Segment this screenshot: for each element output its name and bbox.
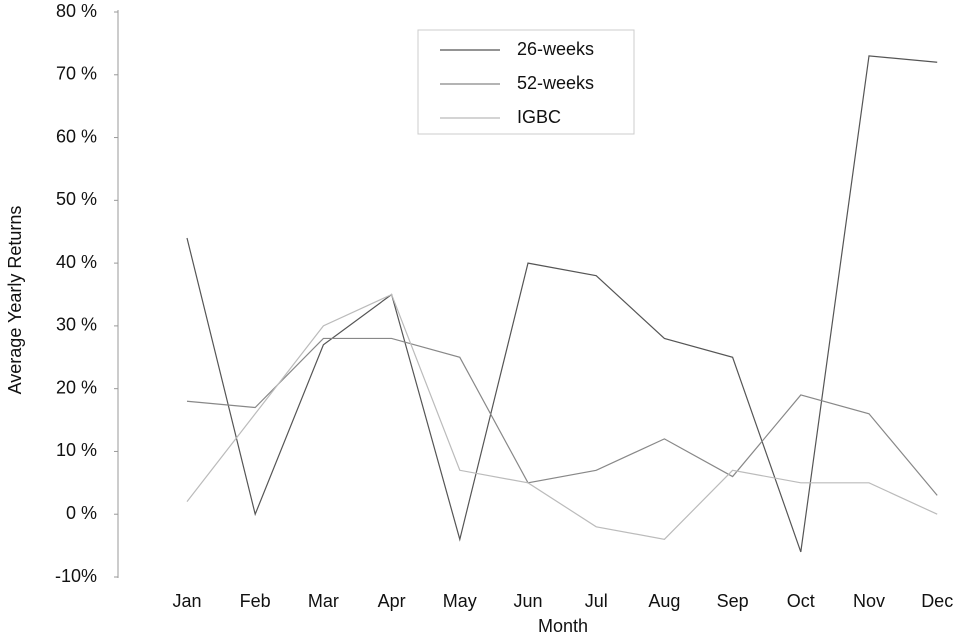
y-tick-label: -10%	[55, 566, 97, 586]
legend-label: 52-weeks	[517, 73, 594, 93]
x-tick-label: Dec	[921, 591, 953, 611]
y-tick-label: 10 %	[56, 440, 97, 460]
y-tick-label: 50 %	[56, 189, 97, 209]
series-line	[186, 337, 938, 496]
x-tick-label: Apr	[378, 591, 406, 611]
x-tick-label: Sep	[717, 591, 749, 611]
y-tick-label: 0 %	[66, 503, 97, 523]
x-tick-label: Jan	[172, 591, 201, 611]
x-axis-label: Month	[538, 616, 588, 636]
x-tick-label: Jun	[513, 591, 542, 611]
y-tick-label: 70 %	[56, 64, 97, 84]
y-tick-label: 40 %	[56, 252, 97, 272]
x-tick-label: Nov	[853, 591, 885, 611]
legend-box	[417, 29, 635, 135]
x-tick-label: Mar	[308, 591, 339, 611]
y-axis-label: Average Yearly Returns	[5, 206, 25, 395]
y-tick-label: 80 %	[56, 1, 97, 21]
legend-label: 26-weeks	[517, 39, 594, 59]
x-tick-label: Jul	[585, 591, 608, 611]
y-tick-label: 60 %	[56, 126, 97, 146]
y-tick-label: 20 %	[56, 377, 97, 397]
x-tick-label: Feb	[240, 591, 271, 611]
y-tick-label: 30 %	[56, 315, 97, 335]
series-line	[186, 293, 938, 540]
x-tick-label: Aug	[648, 591, 680, 611]
x-tick-label: May	[443, 591, 477, 611]
legend-label: IGBC	[517, 107, 561, 127]
x-tick-label: Oct	[787, 591, 815, 611]
series-line	[186, 55, 938, 553]
